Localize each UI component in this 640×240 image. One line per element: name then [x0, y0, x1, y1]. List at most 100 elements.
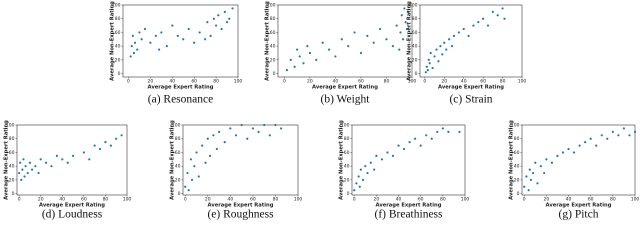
point: [289, 58, 292, 61]
point: [584, 141, 587, 144]
y-tick-label: 60: [344, 150, 350, 156]
point: [397, 144, 400, 147]
point: [109, 144, 112, 147]
x-axis-label: Average Expert Rating: [376, 203, 442, 209]
point: [263, 123, 266, 127]
point: [425, 134, 428, 137]
x-tick-label: 20: [441, 79, 447, 85]
point: [214, 24, 218, 27]
point: [403, 7, 406, 10]
point: [231, 7, 234, 10]
point: [431, 66, 434, 70]
point: [257, 130, 260, 133]
point: [561, 151, 565, 154]
y-tick-label: 0: [273, 71, 276, 77]
point: [543, 171, 546, 175]
point: [458, 130, 461, 133]
point: [158, 48, 161, 51]
y-tick-label: 0: [517, 191, 520, 197]
y-axis-label: Average Non-Expert Rating: [407, 1, 413, 81]
x-tick-label: 80: [103, 197, 109, 203]
x-tick-label: 20: [205, 197, 211, 203]
plot-frame: [351, 124, 466, 196]
point: [567, 147, 570, 151]
point: [130, 45, 133, 48]
y-axis-label: Average Non-Expert Rating: [4, 120, 10, 200]
point: [120, 134, 123, 137]
point: [340, 38, 343, 41]
point: [18, 171, 21, 175]
y-tick-label: 20: [412, 57, 418, 63]
panel: 0 20 40 60 80 100 0 20 40 60 80 100 Average Expert R…: [4, 120, 132, 221]
point: [268, 134, 271, 137]
point: [204, 38, 207, 41]
x-tick-label: 0: [353, 197, 356, 203]
point: [171, 24, 174, 27]
point: [572, 151, 576, 154]
x-axis-label: Average Expert Rating: [148, 85, 214, 91]
y-tick-label: 100: [267, 3, 276, 9]
point: [20, 178, 23, 182]
point: [408, 141, 411, 144]
point: [401, 38, 405, 41]
point: [201, 144, 204, 147]
point: [206, 21, 209, 24]
point: [606, 137, 609, 140]
point: [491, 10, 494, 13]
point: [399, 31, 402, 34]
point: [496, 14, 499, 17]
point: [204, 161, 207, 164]
point: [358, 185, 361, 188]
caption: (c) Strain: [449, 94, 492, 106]
point: [347, 45, 350, 48]
point: [215, 147, 218, 151]
point: [212, 134, 215, 137]
point: [457, 31, 460, 34]
x-axis-label: Average Expert Rating: [39, 203, 105, 209]
plot-frame: [419, 4, 523, 78]
x-tick-label: 0: [18, 197, 21, 203]
x-tick-label: 60: [588, 197, 594, 203]
y-tick-label: 60: [9, 150, 15, 156]
point: [208, 154, 212, 157]
plot-frame: [122, 4, 239, 78]
point: [633, 130, 637, 133]
point: [482, 17, 485, 20]
point: [50, 165, 53, 168]
caption: (a) Resonance: [148, 94, 213, 106]
point: [462, 27, 465, 31]
point: [187, 189, 190, 192]
point: [19, 161, 22, 164]
point: [400, 14, 403, 17]
y-tick-label: 20: [115, 57, 121, 63]
point: [433, 55, 436, 58]
point: [45, 161, 48, 164]
point: [404, 21, 407, 24]
point: [391, 154, 395, 157]
panel: 0 20 40 60 80 100 0 20 40 60 80 100 Average Expert R…: [170, 120, 303, 221]
point: [190, 178, 194, 182]
x-tick-label: 0: [127, 79, 130, 85]
point: [366, 34, 369, 37]
point: [246, 137, 249, 140]
x-tick-label: 80: [213, 79, 219, 85]
point: [428, 62, 431, 65]
x-tick-label: 20: [148, 79, 154, 85]
point: [296, 48, 299, 51]
point: [503, 17, 506, 20]
point: [386, 151, 389, 154]
y-tick-label: 60: [412, 30, 418, 36]
y-tick-label: 40: [344, 164, 350, 170]
point: [195, 151, 198, 154]
point: [234, 134, 238, 137]
point: [405, 27, 408, 31]
point: [298, 55, 301, 58]
point: [450, 45, 454, 48]
point: [472, 24, 475, 27]
point: [595, 144, 598, 147]
point: [501, 7, 504, 10]
point: [402, 147, 406, 151]
point: [82, 151, 85, 154]
y-tick-label: 40: [514, 164, 520, 170]
point: [375, 154, 378, 157]
